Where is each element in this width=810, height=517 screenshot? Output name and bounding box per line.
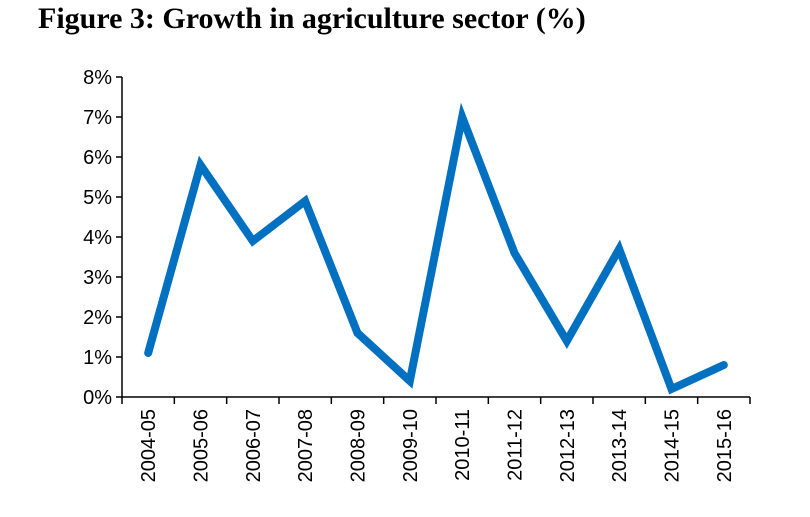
y-tick-label: 1% xyxy=(83,347,112,369)
x-tick-label: 2009-10 xyxy=(400,409,422,482)
x-tick-label: 2006-07 xyxy=(243,409,265,482)
y-tick-label: 0% xyxy=(83,387,112,409)
y-tick-label: 6% xyxy=(83,147,112,169)
x-tick-label: 2008-09 xyxy=(348,409,370,482)
x-tick-label: 2007-08 xyxy=(295,409,317,482)
x-tick-label: 2010-11 xyxy=(452,409,474,481)
x-tick-label: 2015-16 xyxy=(714,409,736,482)
y-tick-label: 5% xyxy=(83,187,112,209)
x-tick-label: 2004-05 xyxy=(138,409,160,482)
y-tick-label: 4% xyxy=(83,227,112,249)
series-line xyxy=(144,102,728,395)
chart-title: Figure 3: Growth in agriculture sector (… xyxy=(38,2,586,35)
x-tick-label: 2005-06 xyxy=(191,409,213,482)
x-tick-label: 2011-12 xyxy=(505,409,527,481)
y-tick-label: 8% xyxy=(83,67,112,89)
x-tick-label: 2013-14 xyxy=(609,409,631,482)
y-tick-label: 7% xyxy=(83,107,112,129)
y-tick-label: 3% xyxy=(83,267,112,289)
x-tick-label: 2014-15 xyxy=(662,409,684,482)
y-tick-label: 2% xyxy=(83,307,112,329)
x-tick-label: 2012-13 xyxy=(557,409,579,482)
